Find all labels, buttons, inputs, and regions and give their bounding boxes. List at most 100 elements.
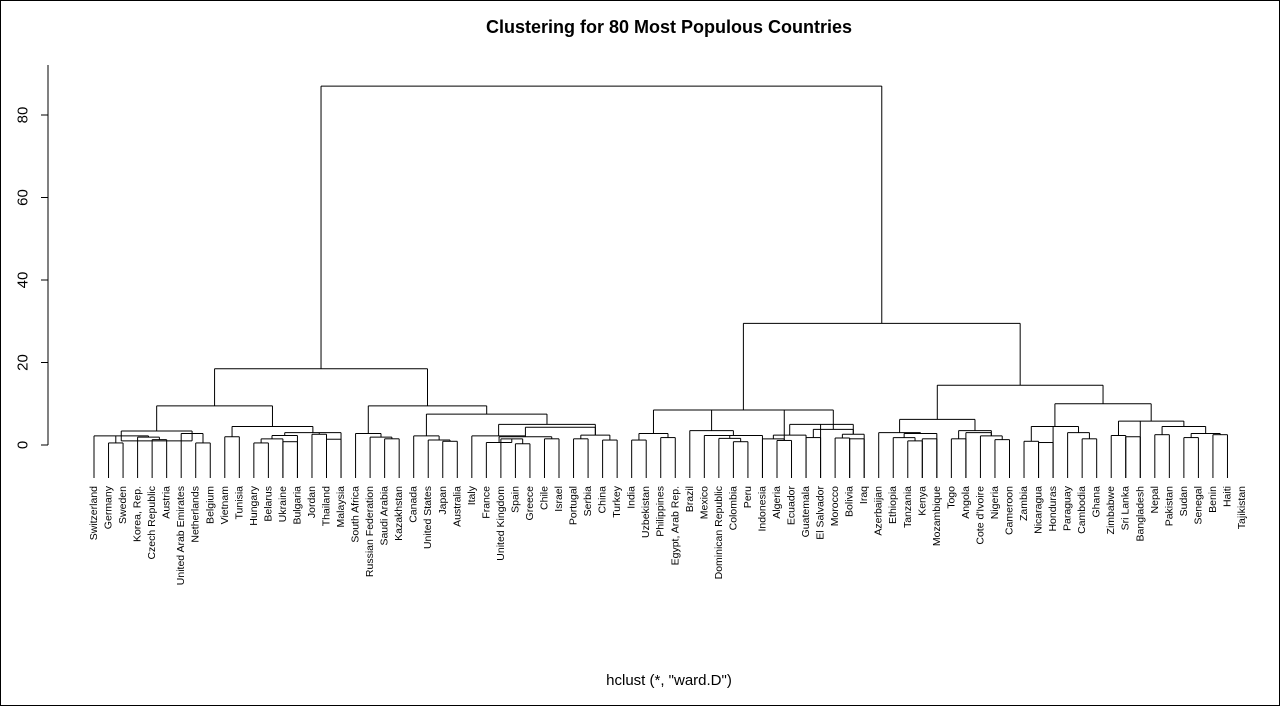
leaf-label: United States [422, 486, 434, 549]
leaf-label: Austria [161, 486, 173, 519]
leaf-label: Russian Federation [364, 486, 376, 577]
cluster-czech-republicto-austria [151, 439, 168, 478]
leaf-label: Belarus [262, 486, 274, 522]
leaf-label: Egypt, Arab Rep. [669, 486, 681, 565]
leaf-label: Zambia [1018, 486, 1030, 521]
leaf-label: Cambodia [1076, 486, 1088, 534]
cluster-dominican-republicto-peru [718, 437, 742, 478]
dendrogram-tree [93, 85, 1228, 478]
cluster-beninto-haiti [1212, 434, 1228, 478]
leaf-label: Ethiopia [887, 486, 899, 524]
leaf-label: Ukraine [277, 486, 289, 522]
cluster-moroccoto-bolivia [834, 437, 851, 478]
cluster-sudanto-senegal [1183, 437, 1199, 478]
cluster-korea-rep-to-austria [137, 436, 160, 478]
leaf-label: Cameroon [1003, 486, 1015, 535]
cluster-japanto-australia [442, 440, 458, 478]
leaf-label: Malaysia [335, 486, 347, 528]
cluster-tanzaniato-kenya [907, 440, 923, 478]
leaf-label: South Africa [350, 486, 362, 543]
cluster-indiato-uzbekistan [631, 439, 647, 478]
leaf-label: Sri Lanka [1120, 486, 1132, 531]
cluster-togoto-angola [950, 438, 967, 478]
cluster-canadato-australia [413, 435, 440, 478]
cluster-boliviato-iraq [849, 438, 865, 478]
leaf-label: Mozambique [931, 486, 943, 546]
leaf-label: Serbia [582, 486, 594, 517]
cluster-azerbaijanto-haiti [936, 384, 1104, 420]
leaf-label: Czech Republic [146, 486, 158, 560]
cluster-indonesiato-iraq [789, 423, 854, 478]
leaf-label: France [480, 486, 492, 519]
y-axis: 0 20 40 60 80 [15, 65, 49, 449]
cluster-nepalto-pakistan [1154, 434, 1170, 478]
cluster-paraguayto-ghana [1067, 432, 1090, 478]
cluster-indiato-haiti [742, 322, 1021, 410]
leaf-label: Israel [553, 486, 565, 512]
cluster-united-statesto-australia [427, 439, 451, 478]
cluster-togoto-cameroon [958, 430, 992, 439]
leaf-label: Peru [742, 486, 754, 508]
leaf-label: Angola [960, 486, 972, 519]
leaf-label: Australia [451, 486, 463, 527]
cluster-switzerlandto-malaysia [156, 405, 273, 431]
cluster-zimbabweto-sri-lanka [1110, 435, 1127, 478]
cluster-vietnamto-tunisia [224, 436, 240, 478]
cluster-nicaraguato-honduras [1038, 442, 1054, 478]
leaf-label: Pakistan [1163, 486, 1175, 526]
y-tick-label-0: 0 [15, 441, 32, 449]
leaf-label: Portugal [568, 486, 580, 525]
cluster-brazilto-indonesia [689, 430, 734, 478]
cluster-franceto-greece [485, 438, 513, 478]
leaf-label: Tunisia [233, 486, 245, 520]
y-tick-label-20: 20 [15, 354, 32, 371]
leaf-label: Saudi Arabia [379, 486, 391, 546]
cluster-hungaryto-ukraine [260, 438, 284, 478]
cluster-portugalto-serbia [573, 438, 589, 478]
leaf-label: Tajikistan [1236, 486, 1248, 529]
leaf-label: Nepal [1149, 486, 1161, 513]
leaf-label: Zimbabwe [1105, 486, 1117, 535]
leaf-label: Mexico [698, 486, 710, 519]
leaf-label: Togo [945, 486, 957, 509]
leaf-label: El Salvador [815, 486, 827, 540]
cluster-ethiopiato-kenya [892, 437, 916, 478]
cluster-south-africato-turkey [367, 405, 488, 434]
leaf-label: Indonesia [756, 486, 768, 532]
cluster-ethiopiato-mozambique [903, 432, 938, 478]
leaf-label: Ghana [1091, 486, 1103, 518]
leaf-label: Colombia [727, 486, 739, 531]
cluster-franceto-israel [498, 436, 553, 443]
cluster-nigeriato-cameroon [994, 439, 1010, 478]
cluster-germanyto-sweden [108, 442, 124, 478]
chart-title: Clustering for 80 Most Populous Countrie… [486, 17, 852, 37]
leaf-label: Germany [103, 485, 115, 529]
leaf-label: Kenya [916, 486, 928, 516]
cluster-zambiato-nicaragua [1023, 440, 1040, 478]
leaf-label: Kazakhstan [393, 486, 405, 541]
leaf-label: Senegal [1192, 486, 1204, 525]
leaf-label: United Arab Emirates [175, 486, 187, 585]
cluster-zimbabweto-haiti [1117, 420, 1185, 478]
leaf-label: Honduras [1047, 486, 1059, 532]
cluster-indonesiato-guatemala [772, 434, 807, 478]
leaf-label: Benin [1207, 486, 1219, 513]
leaf-label: Hungary [248, 485, 260, 525]
leaf-label: Cote d'Ivoire [974, 486, 986, 545]
cluster-hungaryto-belarus [253, 442, 269, 478]
cluster-spainto-greece [514, 443, 531, 478]
leaf-label: Azerbaijan [873, 486, 885, 536]
leaf-label: Nicaragua [1033, 486, 1045, 534]
x-axis-label: hclust (*, "ward.D") [606, 672, 732, 689]
cluster-switzerlandto-haiti [320, 85, 883, 369]
cluster-algeriato-ecuador [776, 439, 793, 478]
leaf-label: Belgium [204, 486, 216, 524]
leaf-label: Haiti [1221, 486, 1233, 507]
cluster-netherlandsto-belgium [195, 442, 211, 478]
cluster-switzerlandto-austria [93, 435, 149, 478]
cluster-colombiato-peru [732, 441, 749, 478]
cluster-italyto-turkey [498, 423, 596, 436]
y-tick-label-80: 80 [15, 107, 32, 124]
cluster-chileto-israel [543, 438, 560, 478]
leaf-label: Bangladesh [1134, 486, 1146, 542]
